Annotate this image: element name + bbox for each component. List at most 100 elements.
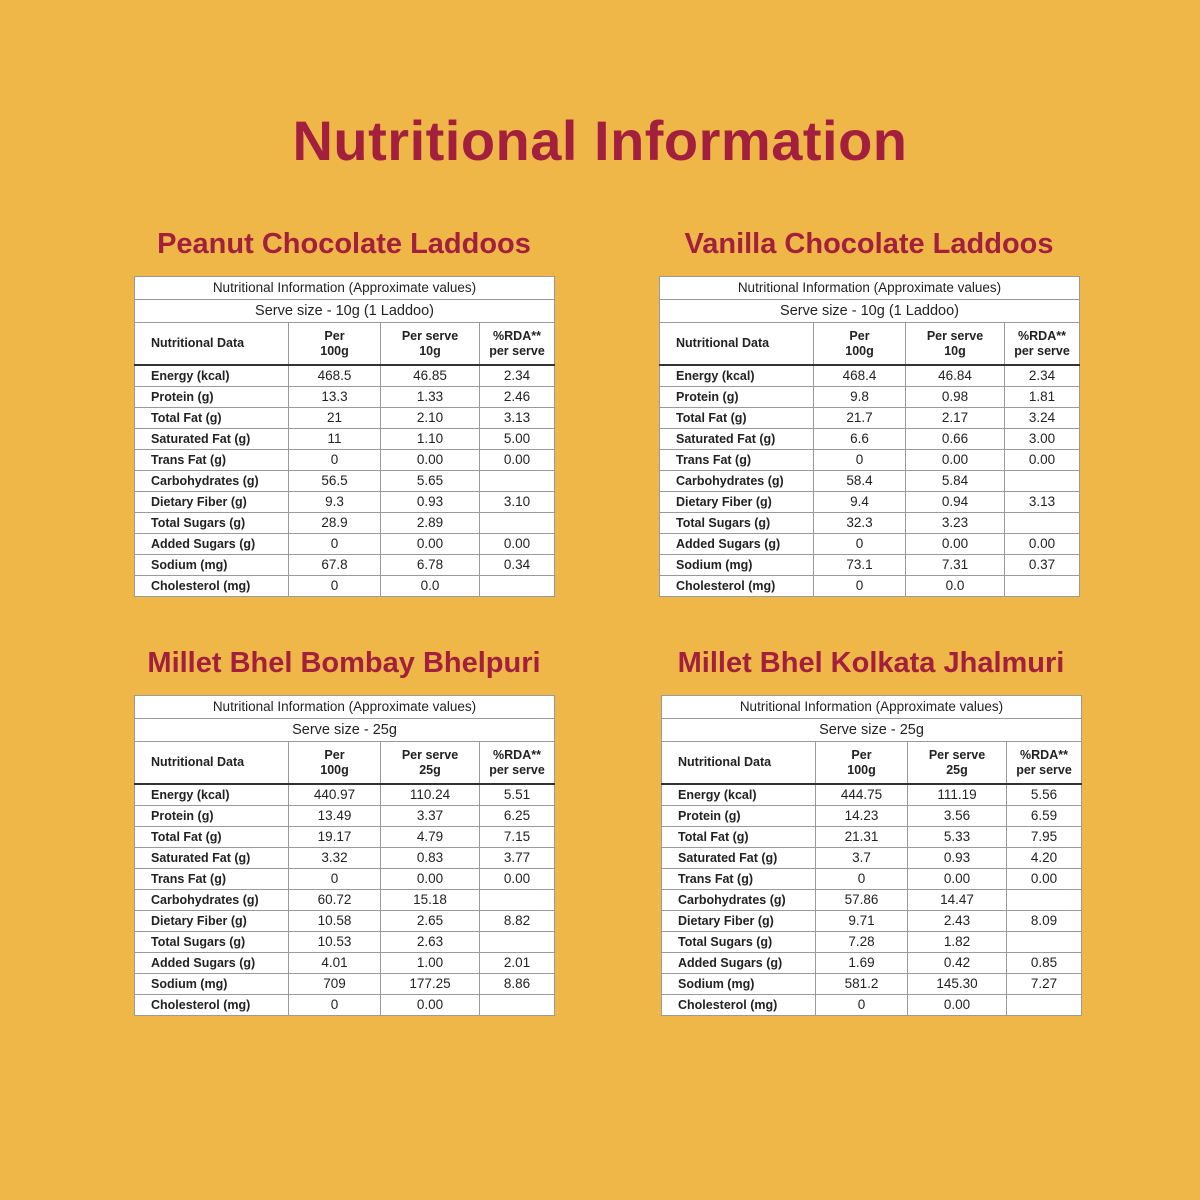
nutrient-name: Carbohydrates (g)	[134, 889, 289, 911]
nutrient-value: 468.4	[813, 364, 906, 387]
table-caption: Nutritional Information (Approximate val…	[661, 695, 1082, 719]
nutrient-value: 3.77	[479, 847, 555, 869]
data-row: Total Sugars (g) 32.3 3.23	[659, 512, 1080, 534]
data-row: Protein (g) 13.49 3.37 6.25	[134, 805, 555, 827]
nutrient-value: 444.75	[815, 783, 908, 806]
nutrient-value: 15.18	[380, 889, 480, 911]
caption-row: Nutritional Information (Approximate val…	[134, 276, 555, 300]
nutrient-value: 14.23	[815, 805, 908, 827]
nutrient-value	[1006, 889, 1082, 911]
column-header: Nutritional Data	[661, 741, 816, 785]
column-header: Per serve 10g	[905, 322, 1005, 366]
nutrient-name: Sodium (mg)	[659, 554, 814, 576]
data-row: Cholesterol (mg) 0 0.00	[134, 994, 555, 1016]
column-header: %RDA** per serve	[479, 322, 555, 366]
data-row: Added Sugars (g) 1.69 0.42 0.85	[661, 952, 1082, 974]
nutrient-value: 9.8	[813, 386, 906, 408]
caption-row: Nutritional Information (Approximate val…	[134, 695, 555, 719]
nutrient-name: Total Fat (g)	[659, 407, 814, 429]
header-line: Per	[324, 328, 345, 343]
data-row: Carbohydrates (g) 56.5 5.65	[134, 470, 555, 492]
nutrient-value: 5.65	[380, 470, 480, 492]
data-row: Carbohydrates (g) 58.4 5.84	[659, 470, 1080, 492]
nutrient-value: 709	[288, 973, 381, 995]
header-line: 100g	[320, 343, 349, 358]
nutrient-value: 0.42	[907, 952, 1007, 974]
nutrient-name: Added Sugars (g)	[134, 952, 289, 974]
nutrient-name: Dietary Fiber (g)	[134, 910, 289, 932]
serve-size: Serve size - 10g (1 Laddoo)	[134, 299, 555, 323]
column-header: Nutritional Data	[134, 741, 289, 785]
nutrient-name: Carbohydrates (g)	[661, 889, 816, 911]
nutrient-value: 6.6	[813, 428, 906, 450]
header-line: Nutritional Data	[151, 755, 245, 769]
serve-row: Serve size - 10g (1 Laddoo)	[134, 299, 555, 323]
nutrient-value	[1006, 994, 1082, 1016]
nutrient-value: 46.84	[905, 364, 1005, 387]
nutrient-value: 4.79	[380, 826, 480, 848]
nutrient-value: 0.00	[380, 449, 480, 471]
nutrient-value: 11	[288, 428, 381, 450]
serve-size: Serve size - 25g	[661, 718, 1082, 742]
data-row: Cholesterol (mg) 0 0.0	[659, 575, 1080, 597]
nutrient-value: 2.10	[380, 407, 480, 429]
nutrient-value: 4.01	[288, 952, 381, 974]
nutrient-value: 3.00	[1004, 428, 1080, 450]
data-row: Trans Fat (g) 0 0.00 0.00	[134, 449, 555, 471]
nutrient-value: 9.3	[288, 491, 381, 513]
data-row: Dietary Fiber (g) 9.4 0.94 3.13	[659, 491, 1080, 513]
nutrient-value: 0.00	[1006, 868, 1082, 890]
nutrient-value: 4.20	[1006, 847, 1082, 869]
nutrient-name: Sodium (mg)	[134, 554, 289, 576]
nutrient-name: Saturated Fat (g)	[134, 428, 289, 450]
data-row: Total Sugars (g) 7.28 1.82	[661, 931, 1082, 953]
serve-size: Serve size - 10g (1 Laddoo)	[659, 299, 1080, 323]
nutrient-name: Total Fat (g)	[134, 826, 289, 848]
nutrient-name: Cholesterol (mg)	[134, 575, 289, 597]
nutrient-value: 13.3	[288, 386, 381, 408]
data-row: Sodium (mg) 67.8 6.78 0.34	[134, 554, 555, 576]
data-row: Added Sugars (g) 0 0.00 0.00	[134, 533, 555, 555]
column-header: %RDA** per serve	[1004, 322, 1080, 366]
nutrient-value: 0.00	[907, 994, 1007, 1016]
header-line: 10g	[944, 343, 966, 358]
nutrient-value: 0.00	[1004, 533, 1080, 555]
nutrient-name: Added Sugars (g)	[659, 533, 814, 555]
header-line: per serve	[489, 343, 545, 358]
nutrient-value: 0.37	[1004, 554, 1080, 576]
nutrient-value: 10.58	[288, 910, 381, 932]
column-header: Per serve 10g	[380, 322, 480, 366]
nutrient-value: 0.66	[905, 428, 1005, 450]
nutrient-name: Total Sugars (g)	[661, 931, 816, 953]
nutrient-value: 0.0	[380, 575, 480, 597]
nutrient-value: 1.10	[380, 428, 480, 450]
nutrition-table: Nutritional Information (Approximate val…	[661, 695, 1082, 1016]
nutrient-value: 581.2	[815, 973, 908, 995]
caption-row: Nutritional Information (Approximate val…	[661, 695, 1082, 719]
nutrient-name: Dietary Fiber (g)	[661, 910, 816, 932]
nutrient-name: Trans Fat (g)	[659, 449, 814, 471]
nutrient-value: 28.9	[288, 512, 381, 534]
nutrient-value: 0.83	[380, 847, 480, 869]
nutrient-value: 2.34	[479, 364, 555, 387]
nutrient-value: 7.28	[815, 931, 908, 953]
nutrient-name: Protein (g)	[659, 386, 814, 408]
column-header: %RDA** per serve	[479, 741, 555, 785]
nutrition-table: Nutritional Information (Approximate val…	[659, 276, 1080, 597]
nutrient-value: 0.93	[907, 847, 1007, 869]
nutrient-value: 21	[288, 407, 381, 429]
serve-row: Serve size - 25g	[661, 718, 1082, 742]
nutrient-value: 21.7	[813, 407, 906, 429]
nutrient-value: 2.01	[479, 952, 555, 974]
nutrient-name: Trans Fat (g)	[661, 868, 816, 890]
data-row: Trans Fat (g) 0 0.00 0.00	[661, 868, 1082, 890]
product-name: Peanut Chocolate Laddoos	[157, 228, 531, 260]
data-row: Trans Fat (g) 0 0.00 0.00	[134, 868, 555, 890]
nutrient-value: 111.19	[907, 783, 1007, 806]
data-row: Protein (g) 9.8 0.98 1.81	[659, 386, 1080, 408]
nutrient-name: Total Sugars (g)	[134, 931, 289, 953]
header-line: Per	[849, 328, 870, 343]
header-line: 10g	[419, 343, 441, 358]
nutrient-name: Dietary Fiber (g)	[134, 491, 289, 513]
